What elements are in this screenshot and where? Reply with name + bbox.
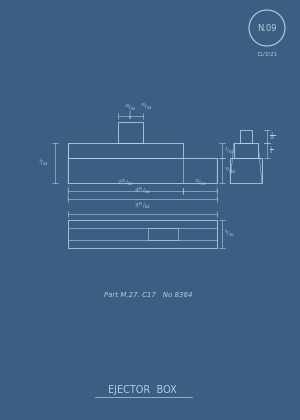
Text: 2$^{15}$/$_{64}$: 2$^{15}$/$_{64}$ [117, 178, 134, 188]
Text: $^{10}$/$_{64}$: $^{10}$/$_{64}$ [224, 165, 236, 176]
Bar [240, 130, 252, 143]
Bar [118, 122, 143, 143]
Text: $^3$/$_{64}$: $^3$/$_{64}$ [38, 158, 48, 168]
Bar [234, 143, 258, 158]
Text: $^{10}$/$_{64}$: $^{10}$/$_{64}$ [140, 102, 152, 112]
Bar [68, 143, 183, 158]
Text: 11/3/21: 11/3/21 [256, 52, 278, 57]
Text: Part M.27. C17   No 8364: Part M.27. C17 No 8364 [104, 292, 192, 298]
Text: N.09: N.09 [257, 24, 277, 32]
Bar [68, 220, 217, 248]
Text: $^9$/$_{16}$: $^9$/$_{16}$ [224, 229, 234, 239]
Text: 3$^{15}$/$_{64}$: 3$^{15}$/$_{64}$ [134, 201, 151, 211]
Text: EJECTOR  BOX: EJECTOR BOX [108, 385, 176, 395]
Text: $\frac{1}{4}$: $\frac{1}{4}$ [269, 145, 273, 156]
Text: 4$^{15}$/$_{64}$: 4$^{15}$/$_{64}$ [134, 186, 151, 196]
Bar [68, 158, 217, 183]
Text: $\frac{3}{16}$: $\frac{3}{16}$ [269, 131, 275, 142]
Text: $^{10}$/$_{64}$: $^{10}$/$_{64}$ [194, 178, 206, 188]
Text: $^{10}$/$_{64}$: $^{10}$/$_{64}$ [124, 103, 137, 113]
Text: $^2$/$_{64}$: $^2$/$_{64}$ [224, 145, 234, 155]
Bar [148, 228, 178, 240]
Bar [230, 158, 262, 183]
